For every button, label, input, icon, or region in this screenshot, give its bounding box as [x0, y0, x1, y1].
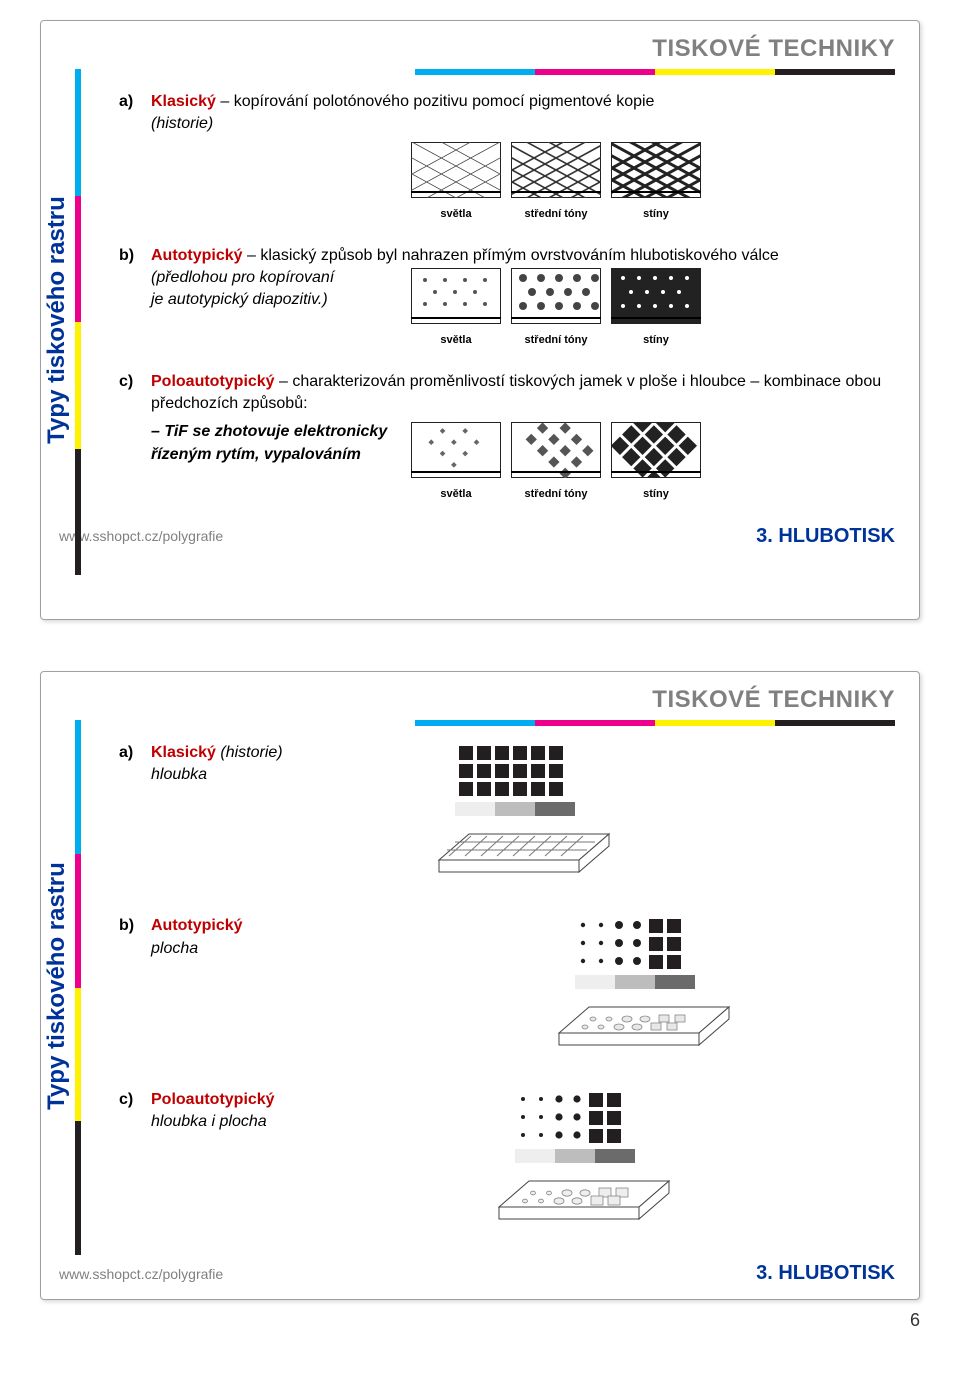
item2-a-tail: (historie) [216, 744, 283, 761]
footer-section: 3. HLUBOTISK [756, 525, 895, 548]
item2-a-marker: a) [119, 742, 151, 787]
footer-url: www.sshopct.cz/polygrafie [59, 528, 223, 544]
swatch-a-2-label: střední tóny [511, 207, 601, 222]
slide-header: TISKOVÉ TECHNIKY [59, 35, 895, 63]
swatch-b-2: střední tóny [511, 268, 601, 349]
cmyk-bar-2 [59, 720, 895, 726]
slide-footer: www.sshopct.cz/polygrafie 3. HLUBOTISK [59, 525, 895, 548]
diamond-dark-icon [611, 422, 701, 478]
item2-a-sub: hloubka [151, 764, 283, 786]
swatch-c-3: stíny [611, 422, 701, 503]
item-b-term: Autotypický [151, 247, 243, 264]
item2-a-term: Klasický [151, 744, 216, 761]
swatch-a-1: světla [411, 142, 501, 223]
swatches-b: světla [411, 268, 895, 349]
sidebar-label-2: Typy tiskového rastru [43, 862, 71, 1110]
header-title-2: TISKOVÉ TECHNIKY [59, 686, 895, 714]
swatches-c: světla [411, 422, 895, 503]
item-a-marker: a) [119, 91, 151, 113]
swatches-a: světla [411, 142, 895, 223]
crosshatch-mid-icon [511, 142, 601, 198]
diamond-mid-icon [511, 422, 601, 478]
swatch-c-2-label: střední tóny [511, 487, 601, 502]
swatch-b-1: světla [411, 268, 501, 349]
item-c-marker: c) [119, 371, 151, 393]
diagram-classic-icon [399, 742, 649, 882]
swatch-c-1-label: světla [411, 487, 501, 502]
slide-1: TISKOVÉ TECHNIKY Typy tiskového rastru a… [40, 20, 920, 620]
item-a-rest: – kopírování polotónového pozitivu pomoc… [216, 93, 655, 110]
diagram-poloautotypic-icon [459, 1089, 709, 1229]
swatch-b-1-label: světla [411, 333, 501, 348]
slide-header-2: TISKOVÉ TECHNIKY [59, 686, 895, 714]
slide-2: TISKOVÉ TECHNIKY Typy tiskového rastru a… [40, 671, 920, 1300]
swatch-b-3-label: stíny [611, 333, 701, 348]
dots-mid-icon [511, 268, 601, 324]
footer-url-2: www.sshopct.cz/polygrafie [59, 1266, 223, 1282]
sidebar-stripe [75, 69, 81, 575]
row-b: b) Autotypický plocha [119, 915, 895, 1062]
header-title: TISKOVÉ TECHNIKY [59, 35, 895, 63]
footer-section-2: 3. HLUBOTISK [756, 1262, 895, 1285]
swatch-b-3: stíny [611, 268, 701, 349]
item-c: c) Poloautotypický – charakterizován pro… [119, 371, 895, 503]
crosshatch-dark-icon [611, 142, 701, 198]
swatch-a-3: stíny [611, 142, 701, 223]
swatch-c-3-label: stíny [611, 487, 701, 502]
swatch-c-2: střední tóny [511, 422, 601, 503]
swatch-a-2: střední tóny [511, 142, 601, 223]
item-b-rest: – klasický způsob byl nahrazen přímým ov… [243, 247, 779, 264]
row-c: c) Poloautotypický hloubka i plocha [119, 1089, 895, 1236]
item-a-term: Klasický [151, 93, 216, 110]
item-a-sub: (historie) [151, 113, 895, 135]
item2-c-marker: c) [119, 1089, 151, 1134]
row-a: a) Klasický (historie) hloubka [119, 742, 895, 889]
item-c-term: Poloautotypický [151, 373, 275, 390]
dots-dark-icon [611, 268, 701, 324]
sidebar-label: Typy tiskového rastru [43, 196, 71, 444]
item2-b-sub: plocha [151, 938, 243, 960]
item2-c-term: Poloautotypický [151, 1091, 275, 1108]
diamond-light-icon [411, 422, 501, 478]
slide-footer-2: www.sshopct.cz/polygrafie 3. HLUBOTISK [59, 1262, 895, 1285]
item2-b-marker: b) [119, 915, 151, 960]
item-a: a) Klasický – kopírování polotónového po… [119, 91, 895, 223]
item2-b-term: Autotypický [151, 917, 243, 934]
diagram-autotypic-icon [519, 915, 769, 1055]
swatch-a-1-label: světla [411, 207, 501, 222]
item2-c-sub: hloubka i plocha [151, 1111, 275, 1133]
item-c-sub: – TiF se zhotovuje elektronicky řízeným … [151, 421, 421, 466]
cmyk-bar [59, 69, 895, 75]
page-number: 6 [40, 1310, 920, 1331]
crosshatch-light-icon [411, 142, 501, 198]
item-b-marker: b) [119, 245, 151, 267]
swatch-a-3-label: stíny [611, 207, 701, 222]
swatch-c-1: světla [411, 422, 501, 503]
dots-light-icon [411, 268, 501, 324]
item-b: b) Autotypický – klasický způsob byl nah… [119, 245, 895, 349]
sidebar-stripe-2 [75, 720, 81, 1255]
swatch-b-2-label: střední tóny [511, 333, 601, 348]
